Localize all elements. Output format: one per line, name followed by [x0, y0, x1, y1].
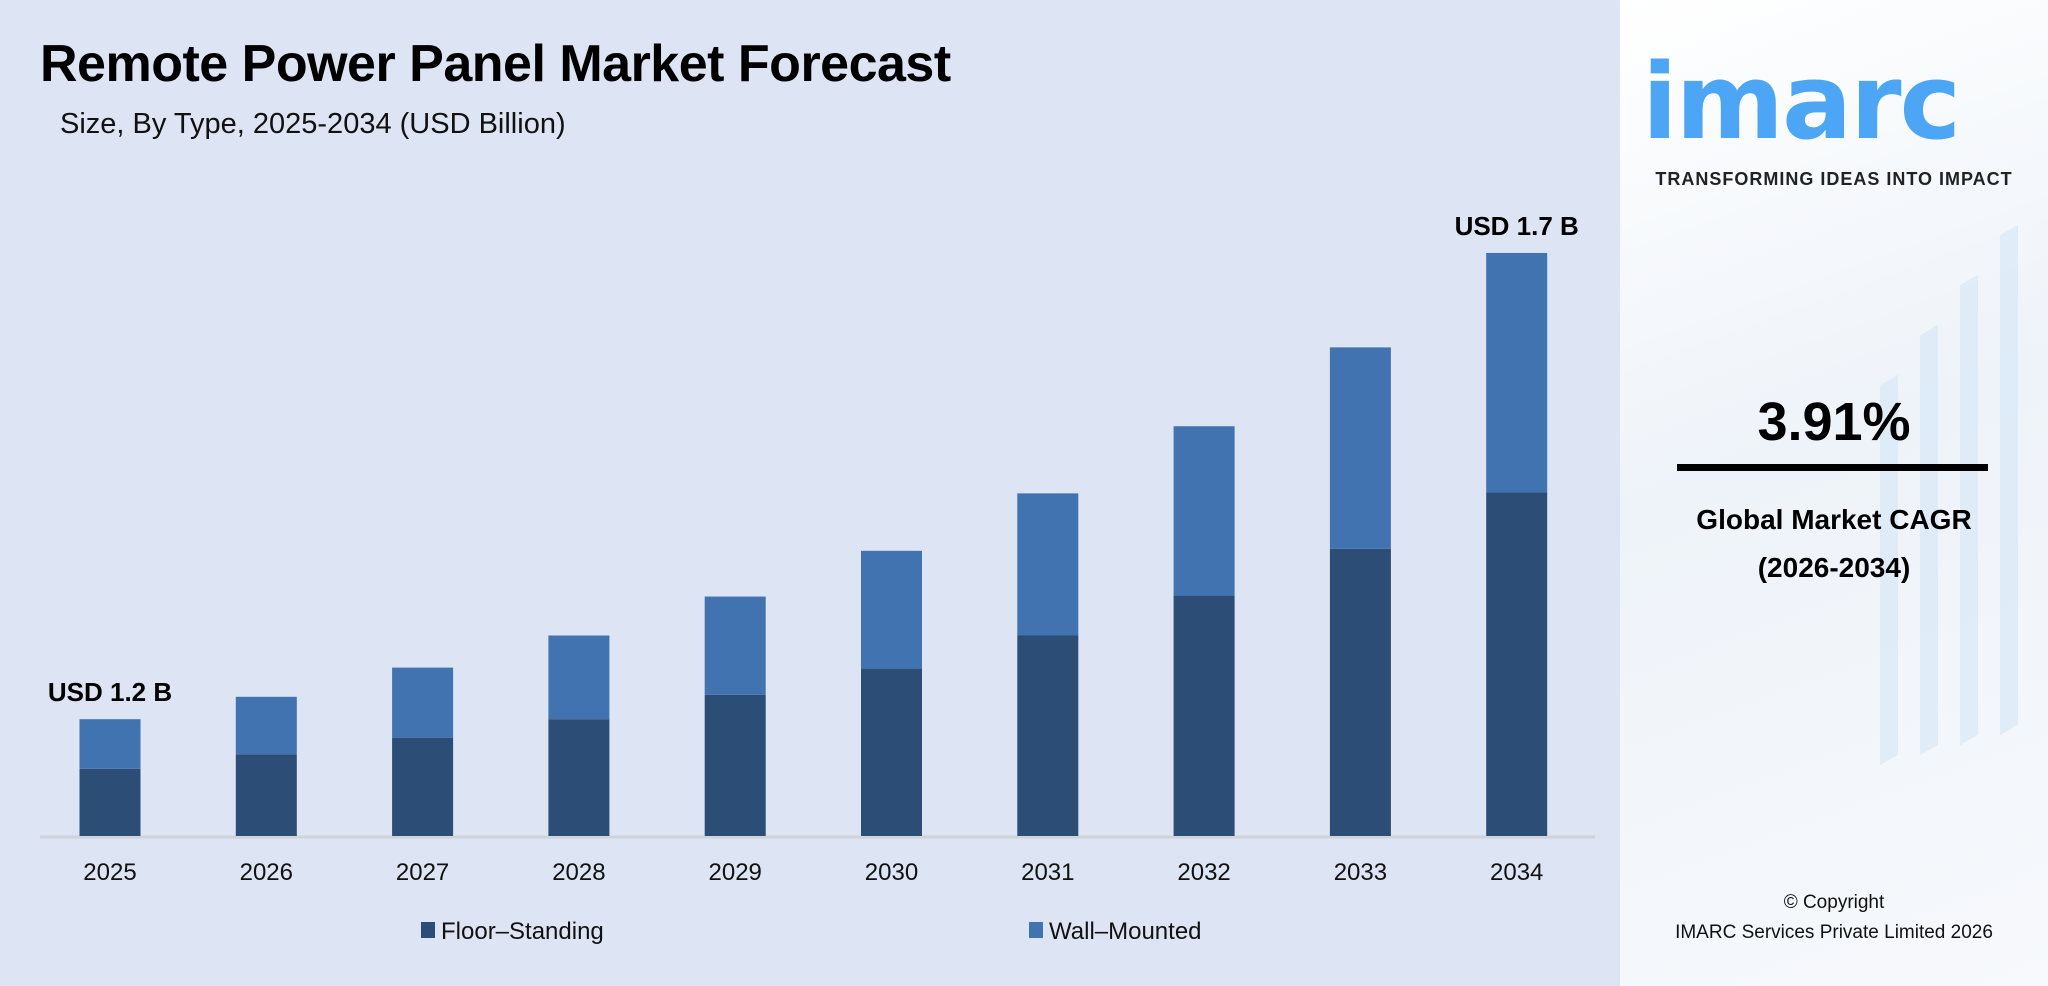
- legend-label-1: Wall–Mounted: [1049, 918, 1202, 945]
- cagr-label: Global Market CAGR (2026-2034): [1620, 496, 2048, 592]
- bar-floor-standing-2028: [548, 719, 610, 836]
- bar-wall-mounted-2025: [79, 719, 141, 769]
- company-name: IMARC Services Private Limited 2026: [1675, 922, 1993, 943]
- copyright-label: © Copyright: [1783, 892, 1885, 913]
- bar-floor-standing-2029: [704, 694, 766, 836]
- info-panel: imarc TRANSFORMING IDEAS INTO IMPACT 3.9…: [1620, 0, 2048, 986]
- x-tick-label: 2030: [865, 859, 918, 886]
- x-tick-label: 2028: [552, 859, 605, 886]
- bar-wall-mounted-2028: [548, 635, 610, 720]
- cagr-value: 3.91%: [1757, 392, 1911, 452]
- x-tick-label: 2029: [709, 859, 762, 886]
- copyright: © Copyright IMARC Services Private Limit…: [1620, 888, 2048, 948]
- bar-floor-standing-2034: [1486, 492, 1548, 836]
- legend-swatch-0: [421, 922, 435, 938]
- bar-floor-standing-2030: [861, 668, 922, 836]
- legend-label-0: Floor–Standing: [441, 918, 604, 945]
- bar-floor-standing-2032: [1173, 595, 1235, 836]
- bar-wall-mounted-2031: [1017, 493, 1079, 636]
- x-tick-label: 2031: [1021, 859, 1074, 886]
- bar-wall-mounted-2029: [704, 596, 766, 695]
- cagr-label-text: Global Market CAGR: [1696, 504, 1972, 535]
- data-label-2025: USD 1.2 B: [48, 677, 172, 707]
- divider: [1677, 464, 1988, 471]
- x-tick-label: 2033: [1334, 859, 1387, 886]
- imarc-logo: imarc: [1642, 41, 1961, 163]
- chart-subtitle: Size, By Type, 2025-2034 (USD Billion): [60, 108, 566, 140]
- bar-wall-mounted-2033: [1329, 347, 1391, 549]
- bar-chart: 2025 2026 2027 2028 2029 2030 2031 2032 2033 2034…: [40, 211, 1595, 945]
- x-tick-label: 2026: [240, 859, 293, 886]
- bar-wall-mounted-2030: [861, 550, 922, 669]
- cagr-period: (2026-2034): [1757, 552, 1911, 583]
- bar-floor-standing-2025: [79, 768, 141, 836]
- background-decoration: [2000, 224, 2018, 736]
- bar-floor-standing-2026: [235, 754, 297, 836]
- chart-title: Remote Power Panel Market Forecast: [40, 35, 951, 93]
- x-tick-label: 2025: [83, 859, 136, 886]
- bar-floor-standing-2027: [392, 737, 454, 836]
- bar-wall-mounted-2027: [392, 667, 454, 738]
- bar-floor-standing-2033: [1329, 548, 1391, 836]
- bar-wall-mounted-2026: [235, 696, 297, 755]
- bar-wall-mounted-2034: [1486, 252, 1548, 493]
- tagline: TRANSFORMING IDEAS INTO IMPACT: [1655, 169, 2013, 189]
- bar-wall-mounted-2032: [1173, 426, 1235, 596]
- bar-floor-standing-2031: [1017, 635, 1079, 836]
- chart-panel: Remote Power Panel Market Forecast Size,…: [0, 0, 1620, 986]
- x-tick-label: 2032: [1177, 859, 1230, 886]
- data-label-2034: USD 1.7 B: [1455, 211, 1579, 241]
- x-tick-label: 2034: [1490, 859, 1543, 886]
- legend-swatch-1: [1029, 922, 1043, 938]
- x-tick-label: 2027: [396, 859, 449, 886]
